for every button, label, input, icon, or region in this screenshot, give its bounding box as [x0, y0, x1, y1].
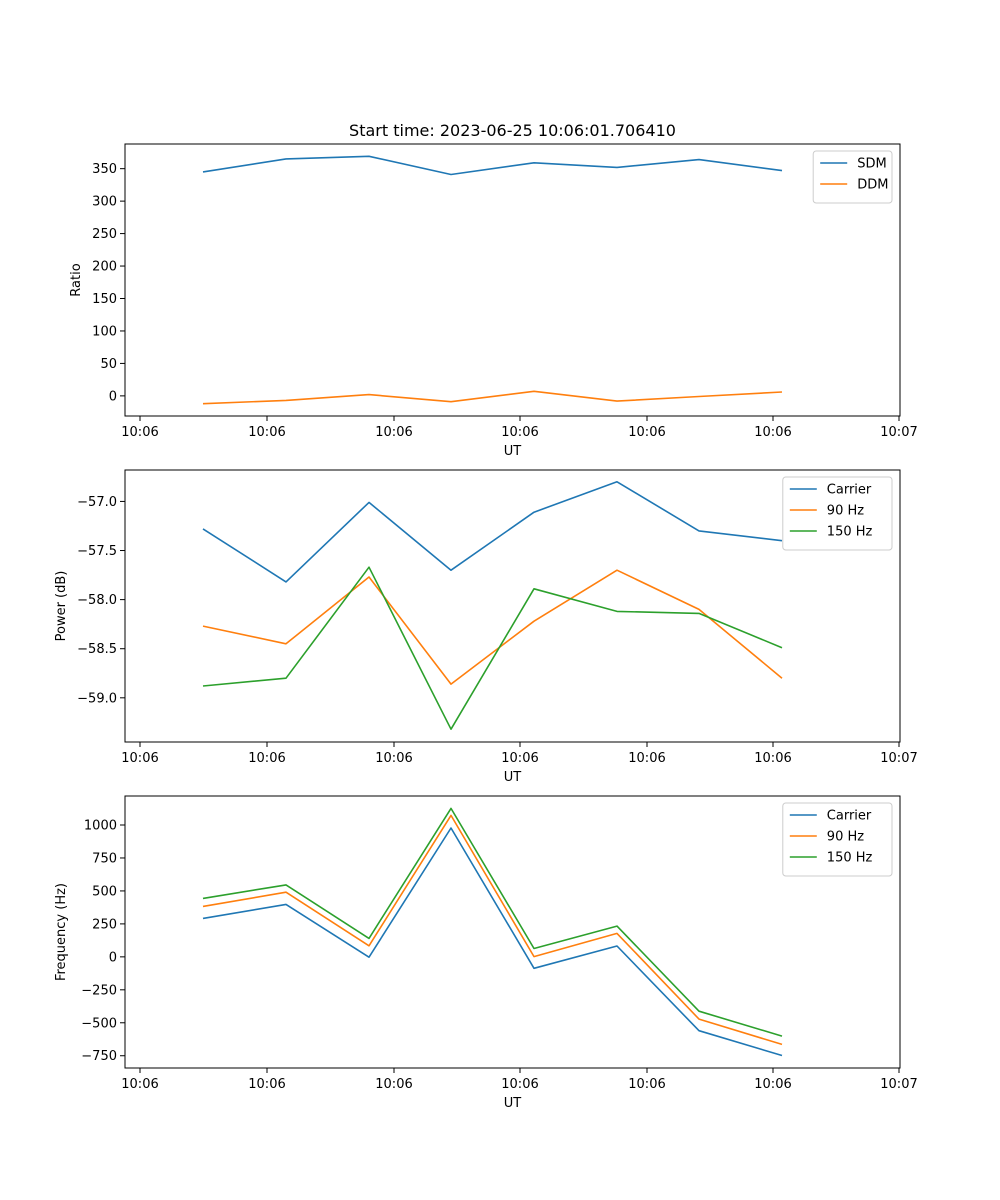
legend-entry: SDM — [857, 157, 886, 172]
chart-panel-2: 10:06 10:06 10:06 10:06 10:06 10:06 10:07 −59.0… — [54, 469, 918, 785]
plot-frame — [124, 795, 901, 1069]
y-tick-label: −750 — [81, 1049, 117, 1064]
y-axis-label: Power (dB) — [54, 571, 69, 642]
y-tick-label: −58.5 — [77, 642, 117, 657]
x-tick-label: 10:07 — [880, 751, 917, 766]
series-line-90-hz — [202, 569, 783, 685]
x-tick-label: 10:06 — [628, 751, 665, 766]
y-tick-label: 200 — [92, 260, 117, 275]
x-axis-label: UT — [504, 444, 522, 459]
series-line-carrier — [202, 480, 783, 583]
plot-frame — [124, 143, 901, 417]
y-tick-label: 100 — [92, 324, 117, 339]
x-tick-label: 10:06 — [375, 751, 412, 766]
y-tick-label: −250 — [81, 983, 117, 998]
y-tick-label: −58.0 — [77, 593, 117, 608]
x-axis-label: UT — [504, 1096, 522, 1111]
series-line-sdm — [202, 155, 783, 176]
x-tick-label: 10:06 — [248, 425, 285, 440]
legend-entry: Carrier — [827, 483, 872, 498]
legend-entry: Carrier — [827, 809, 872, 824]
chart-panel-3: 10:06 10:06 10:06 10:06 10:06 10:06 10:07 −750 −… — [54, 795, 918, 1111]
legend-entry: 90 Hz — [827, 830, 864, 845]
y-tick-label: 500 — [92, 884, 117, 899]
x-tick-label: 10:06 — [375, 425, 412, 440]
legend-entry: DDM — [857, 178, 888, 193]
series-line-150-hz — [202, 566, 783, 731]
series-line-150-hz — [202, 807, 783, 1037]
legend-entry: 150 Hz — [827, 525, 873, 540]
legend: SDM DDM — [812, 150, 893, 204]
x-tick-label: 10:07 — [880, 1077, 917, 1092]
y-tick-label: 250 — [92, 227, 117, 242]
legend-entry: 150 Hz — [827, 851, 873, 866]
legend-entry: 90 Hz — [827, 504, 864, 519]
x-tick-label: 10:06 — [121, 751, 158, 766]
y-tick-label: −500 — [81, 1016, 117, 1031]
x-tick-label: 10:06 — [501, 425, 538, 440]
series-line-90-hz — [202, 814, 783, 1046]
legend-box — [812, 150, 893, 204]
series-line-ddm — [202, 390, 783, 405]
y-tick-label: 0 — [109, 950, 117, 965]
x-tick-label: 10:06 — [754, 425, 791, 440]
y-tick-label: 50 — [100, 357, 117, 372]
y-axis-label: Ratio — [69, 263, 84, 296]
x-tick-label: 10:06 — [754, 751, 791, 766]
y-tick-label: 350 — [92, 162, 117, 177]
x-tick-label: 10:06 — [628, 425, 665, 440]
y-axis-label: Frequency (Hz) — [54, 883, 69, 981]
y-tick-label: −59.0 — [77, 691, 117, 706]
x-tick-label: 10:06 — [501, 1077, 538, 1092]
y-tick-label: 300 — [92, 195, 117, 210]
legend: Carrier 90 Hz 150 Hz — [782, 802, 893, 877]
x-tick-label: 10:06 — [501, 751, 538, 766]
legend: Carrier 90 Hz 150 Hz — [782, 476, 893, 551]
x-tick-label: 10:06 — [754, 1077, 791, 1092]
series-line-carrier — [202, 827, 783, 1057]
y-tick-label: 150 — [92, 292, 117, 307]
chart-panel-1: 10:06 10:06 10:06 10:06 10:06 10:06 10:07 0 50 10… — [69, 143, 918, 459]
x-tick-label: 10:07 — [880, 425, 917, 440]
y-tick-label: −57.5 — [77, 544, 117, 559]
y-tick-label: 250 — [92, 917, 117, 932]
figure-title: Start time: 2023-06-25 10:06:01.706410 — [349, 121, 676, 140]
y-tick-label: 1000 — [84, 819, 117, 834]
x-tick-label: 10:06 — [375, 1077, 412, 1092]
y-tick-label: 750 — [92, 851, 117, 866]
plot-frame — [124, 469, 901, 743]
x-tick-label: 10:06 — [248, 751, 285, 766]
y-tick-label: −57.0 — [77, 495, 117, 510]
x-tick-label: 10:06 — [628, 1077, 665, 1092]
y-tick-label: 0 — [109, 389, 117, 404]
x-tick-label: 10:06 — [248, 1077, 285, 1092]
x-tick-label: 10:06 — [121, 1077, 158, 1092]
x-tick-label: 10:06 — [121, 425, 158, 440]
x-axis-label: UT — [504, 770, 522, 785]
